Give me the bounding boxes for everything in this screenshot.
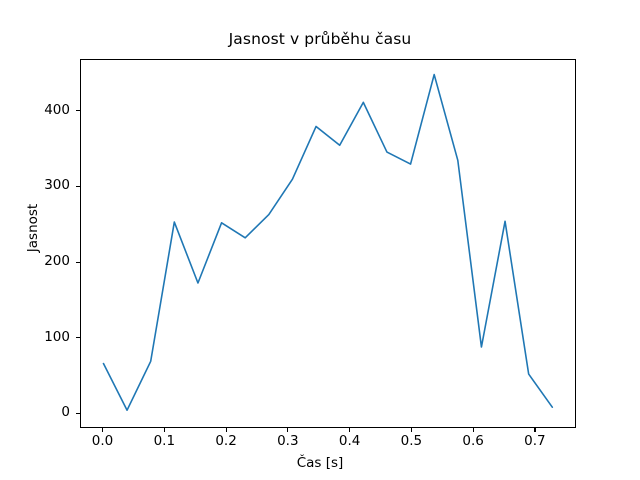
x-tick-label: 0.3 bbox=[277, 433, 299, 449]
x-tick-mark bbox=[534, 428, 536, 432]
data-line bbox=[102, 73, 554, 412]
x-tick-label: 0.2 bbox=[215, 433, 237, 449]
y-tick-label: 0 bbox=[61, 404, 70, 421]
x-tick-mark bbox=[287, 428, 289, 432]
x-tick-label: 0.4 bbox=[338, 433, 361, 449]
x-tick-mark bbox=[410, 428, 412, 432]
plot-area bbox=[80, 59, 576, 428]
x-tick-label: 0.7 bbox=[524, 433, 546, 449]
y-tick-mark bbox=[76, 337, 80, 339]
x-tick-label: 0.6 bbox=[462, 433, 484, 449]
y-tick-label: 200 bbox=[44, 253, 70, 270]
x-axis-label: Čas [s] bbox=[296, 455, 344, 471]
y-axis-label: Jasnost bbox=[25, 203, 41, 253]
chart-title: Jasnost v průběhu času bbox=[228, 30, 412, 48]
x-tick-mark bbox=[472, 428, 474, 432]
y-tick-label: 400 bbox=[44, 101, 70, 118]
y-tick-mark bbox=[76, 185, 80, 187]
x-tick-mark bbox=[163, 428, 165, 432]
y-tick-label: 100 bbox=[44, 328, 70, 345]
x-tick-mark bbox=[102, 428, 104, 432]
y-tick-mark bbox=[76, 110, 80, 112]
y-tick-mark bbox=[76, 412, 80, 414]
x-tick-label: 0.5 bbox=[400, 433, 423, 449]
y-tick-label: 300 bbox=[44, 177, 70, 194]
x-tick-mark bbox=[225, 428, 227, 432]
line-series-svg bbox=[102, 73, 554, 412]
y-tick-mark bbox=[76, 261, 80, 263]
x-tick-label: 0.0 bbox=[91, 433, 114, 449]
x-tick-label: 0.1 bbox=[153, 433, 176, 449]
x-tick-mark bbox=[349, 428, 351, 432]
